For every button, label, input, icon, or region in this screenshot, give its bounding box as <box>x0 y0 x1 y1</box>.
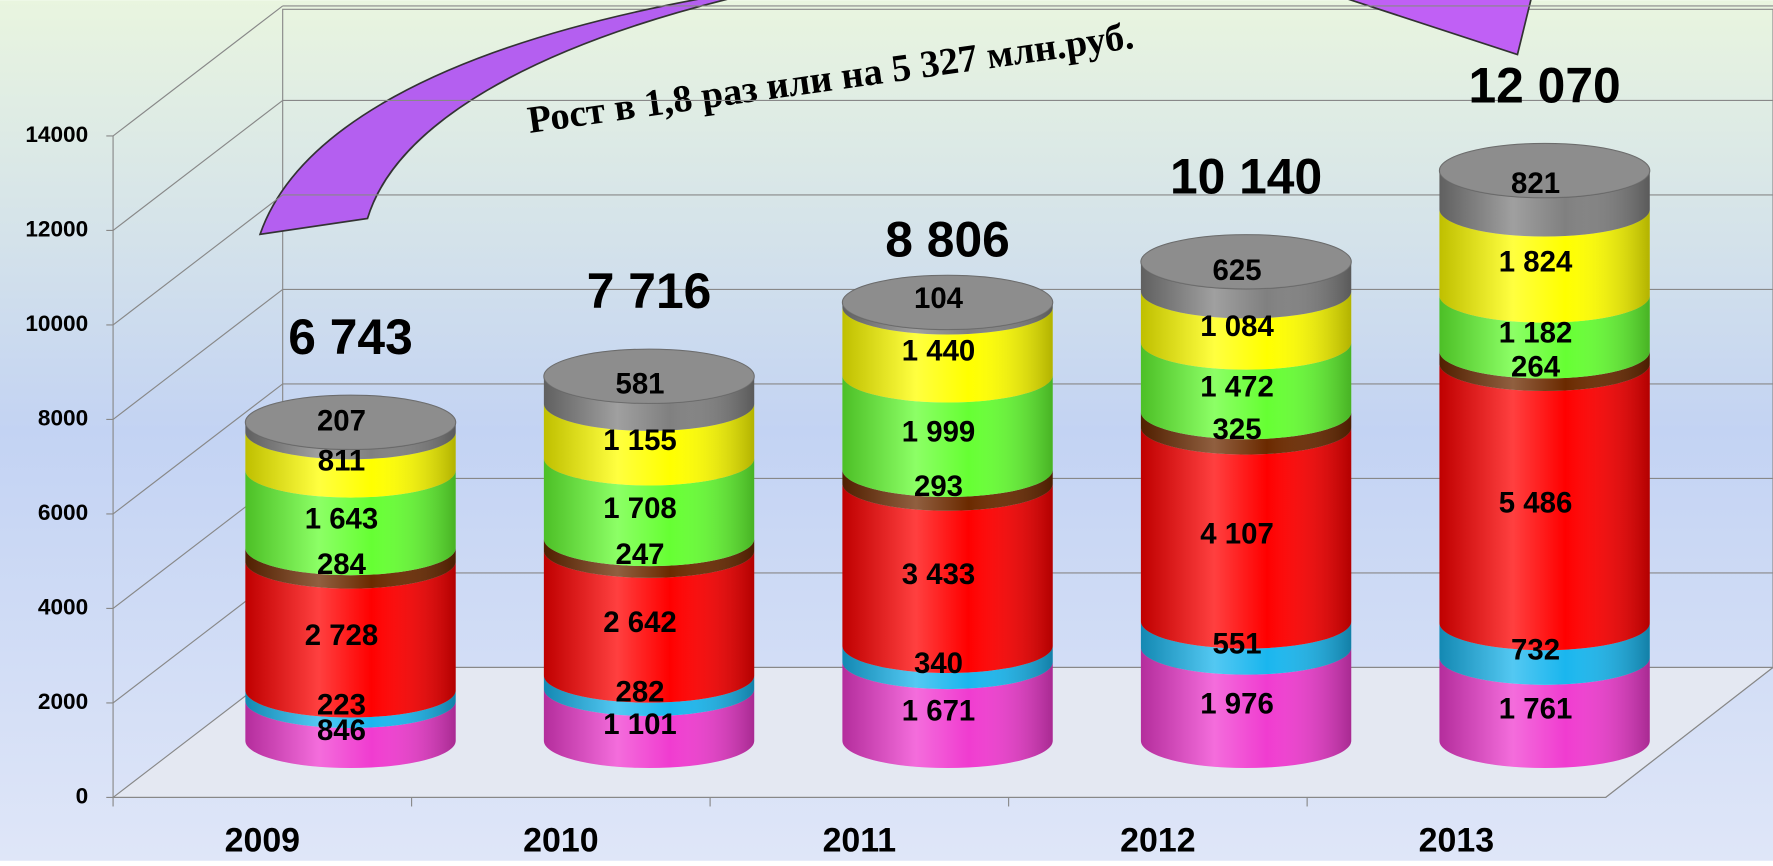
cylinder-shade <box>842 302 1053 769</box>
x-tick-label: 2009 <box>225 822 300 860</box>
data-label: 207 <box>317 404 366 437</box>
arrow <box>258 0 728 236</box>
data-label: 325 <box>1213 413 1262 446</box>
data-label: 1 708 <box>603 492 677 525</box>
cylinder-top <box>244 394 457 451</box>
data-label: 1 472 <box>1200 370 1274 403</box>
arrow-head <box>1348 0 1532 56</box>
data-label: 2 728 <box>305 619 379 652</box>
data-label: 340 <box>914 647 963 680</box>
y-tick-label: 12000 <box>25 216 88 241</box>
data-label: 1 671 <box>902 694 976 727</box>
data-label: 284 <box>317 548 367 581</box>
total-label: 6 743 <box>288 309 412 365</box>
grid-line <box>112 288 284 420</box>
y-tick-label: 10000 <box>25 311 88 336</box>
data-label: 282 <box>615 675 664 708</box>
x-tick-label: 2012 <box>1120 822 1195 860</box>
total-label: 10 140 <box>1170 149 1322 205</box>
data-label: 5 486 <box>1499 487 1573 520</box>
floor-edge <box>1605 666 1773 798</box>
data-label: 1 976 <box>1200 687 1274 720</box>
cylinder-shade <box>1140 261 1352 769</box>
data-label: 3 433 <box>902 558 976 591</box>
x-tick-label: 2011 <box>823 822 897 860</box>
data-label: 4 107 <box>1200 518 1274 551</box>
y-tick-label: 6000 <box>38 500 88 525</box>
total-label: 8 806 <box>885 212 1010 268</box>
y-tick-label: 4000 <box>38 594 88 619</box>
data-label: 581 <box>615 367 664 400</box>
y-tick-label: 8000 <box>38 405 88 430</box>
cylinder-top <box>841 274 1054 331</box>
y-tick-label: 0 <box>76 783 89 808</box>
x-tick-label: 2010 <box>523 822 598 860</box>
cylinder-top-shade <box>1140 234 1352 289</box>
grid-line <box>112 194 284 326</box>
total-label: 12 070 <box>1469 57 1621 113</box>
cylinder-top <box>1438 142 1651 199</box>
data-label: 1 084 <box>1200 310 1274 343</box>
data-label: 104 <box>914 282 964 315</box>
data-label: 1 440 <box>902 334 976 367</box>
data-label: 2 642 <box>603 606 677 639</box>
data-label: 1 999 <box>902 416 976 449</box>
data-label: 247 <box>615 538 664 571</box>
data-label: 625 <box>1213 254 1262 287</box>
cylinder-shade <box>543 376 755 769</box>
cylinder-top-shade <box>543 349 755 404</box>
grid-line <box>112 383 284 515</box>
data-label: 1 155 <box>603 424 677 457</box>
data-label: 811 <box>318 444 365 477</box>
data-label: 223 <box>317 689 366 722</box>
y-tick-label: 14000 <box>25 122 88 147</box>
cylinder-top-shade <box>245 395 456 450</box>
cylinder-top <box>543 348 755 405</box>
cylinder-top-shade <box>842 275 1053 330</box>
data-label: 551 <box>1213 628 1262 661</box>
data-label: 1 643 <box>305 502 379 535</box>
cylinder-top-shade <box>1439 143 1650 198</box>
data-label: 1 761 <box>1499 692 1573 725</box>
data-label: 293 <box>914 470 963 503</box>
data-label: 1 182 <box>1499 317 1573 350</box>
data-label: 821 <box>1511 167 1560 200</box>
data-label: 1 824 <box>1499 246 1573 279</box>
data-label: 1 101 <box>603 708 677 741</box>
y-tick-label: 2000 <box>38 689 88 714</box>
total-label: 7 716 <box>587 263 712 319</box>
data-label: 732 <box>1511 633 1560 666</box>
grid-line <box>112 5 284 137</box>
cylinder-shade <box>1439 170 1650 769</box>
cylinder-shade <box>245 422 456 769</box>
data-label: 264 <box>1511 351 1561 384</box>
x-tick-label: 2013 <box>1419 822 1494 860</box>
cylinder-top <box>1140 234 1352 290</box>
data-label: 846 <box>317 714 366 747</box>
grid-line <box>112 99 284 231</box>
